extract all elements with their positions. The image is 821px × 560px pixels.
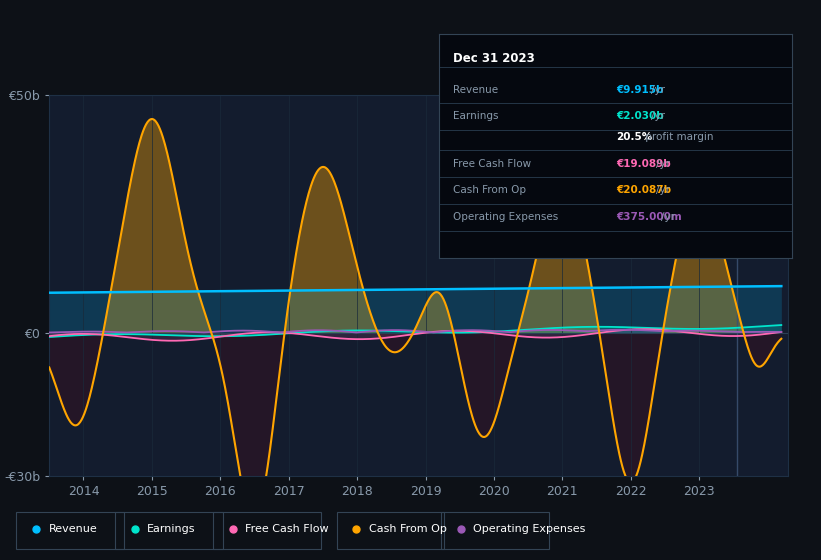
Text: €20.087b: €20.087b [616, 185, 671, 195]
Text: Free Cash Flow: Free Cash Flow [453, 158, 531, 169]
Text: €2.030b: €2.030b [616, 111, 663, 122]
Text: /yr: /yr [656, 158, 670, 169]
Text: profit margin: profit margin [642, 132, 713, 142]
Text: /yr: /yr [651, 85, 665, 95]
Text: Earnings: Earnings [147, 524, 195, 534]
Text: Revenue: Revenue [453, 85, 498, 95]
Text: /yr: /yr [661, 212, 675, 222]
Text: €375.000m: €375.000m [616, 212, 681, 222]
Text: Cash From Op: Cash From Op [369, 524, 447, 534]
Text: 20.5%: 20.5% [616, 132, 652, 142]
Text: Dec 31 2023: Dec 31 2023 [453, 52, 535, 64]
Text: Operating Expenses: Operating Expenses [474, 524, 585, 534]
Text: €19.089b: €19.089b [616, 158, 671, 169]
Text: Cash From Op: Cash From Op [453, 185, 526, 195]
Text: Free Cash Flow: Free Cash Flow [245, 524, 329, 534]
Text: Earnings: Earnings [453, 111, 499, 122]
Text: Revenue: Revenue [48, 524, 97, 534]
Text: /yr: /yr [651, 111, 665, 122]
Text: €9.915b: €9.915b [616, 85, 663, 95]
Text: /yr: /yr [656, 185, 670, 195]
Text: Operating Expenses: Operating Expenses [453, 212, 558, 222]
